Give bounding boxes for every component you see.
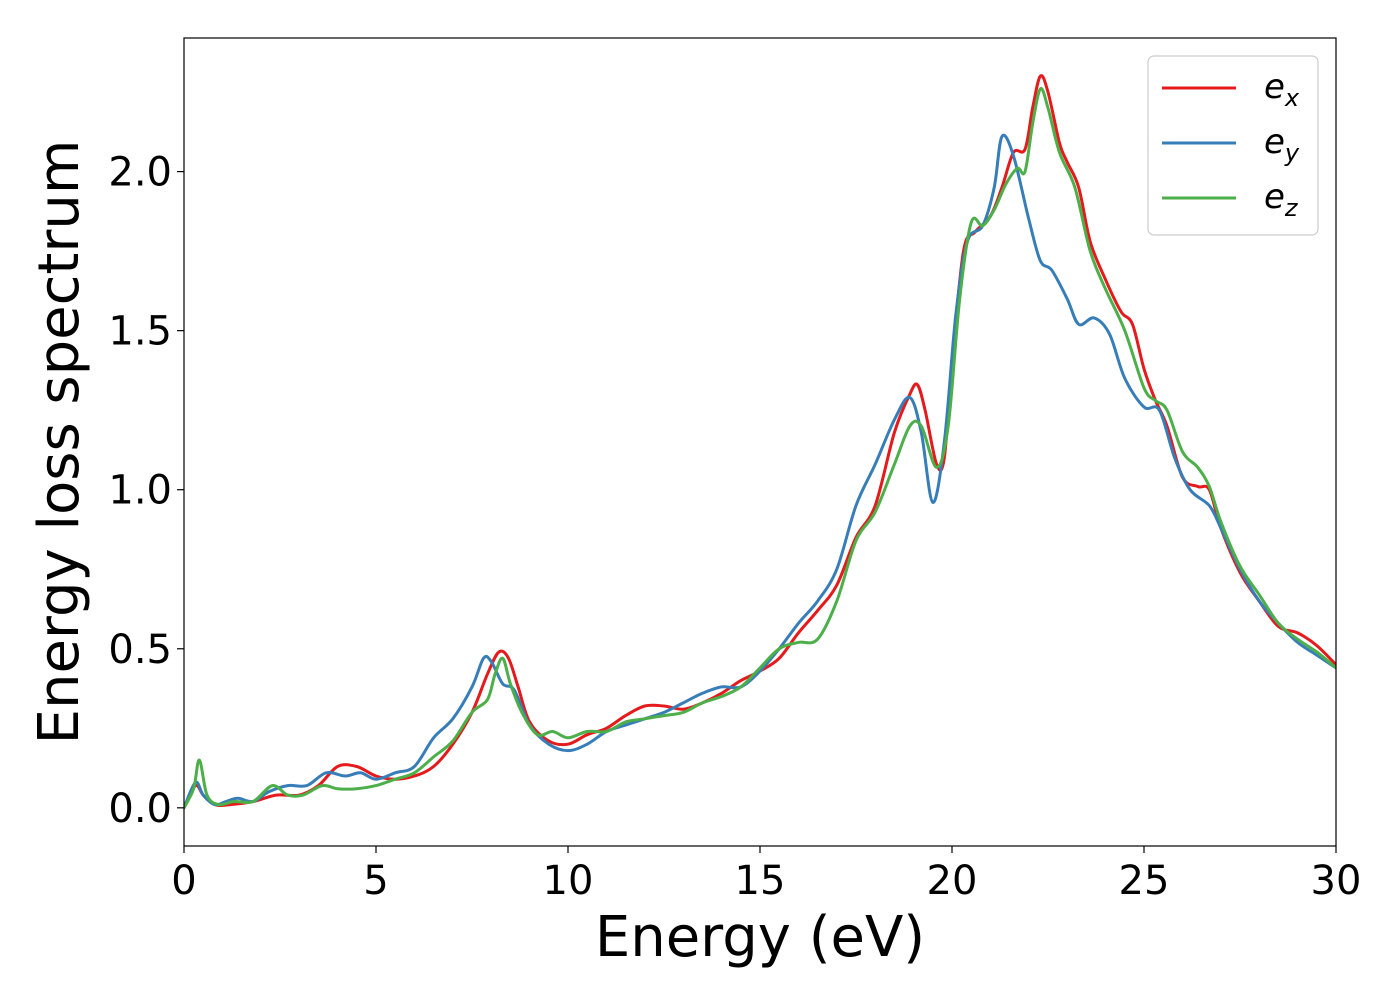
x-tick-label: 30 <box>1311 858 1362 904</box>
x-tick-label: 25 <box>1119 858 1170 904</box>
x-tick-label: 0 <box>171 858 196 904</box>
series-line-e-z <box>184 87 1336 810</box>
axes-layer: 0 5 10 15 20 25 30 0.0 0.5 1.0 1.5 2.0 <box>108 37 1362 904</box>
y-tick-label: 0.0 <box>108 786 172 832</box>
legend-box <box>1147 55 1319 236</box>
y-tick-label: 1.5 <box>108 309 172 355</box>
x-axis-title: Energy (eV) <box>595 905 925 970</box>
x-tick-label: 10 <box>543 858 594 904</box>
series-layer <box>184 74 1336 810</box>
y-tick-label: 1.0 <box>108 468 172 514</box>
x-tick-label: 15 <box>735 858 786 904</box>
y-axis-title: Energy loss spectrum <box>27 140 92 745</box>
y-tick-label: 2.0 <box>108 150 172 196</box>
series-line-e-y <box>184 133 1336 810</box>
x-tick-label: 20 <box>927 858 978 904</box>
legend-label-e-x: ex <box>1264 67 1300 112</box>
x-tick-label: 5 <box>363 858 388 904</box>
y-tick-label: 0.5 <box>108 627 172 673</box>
